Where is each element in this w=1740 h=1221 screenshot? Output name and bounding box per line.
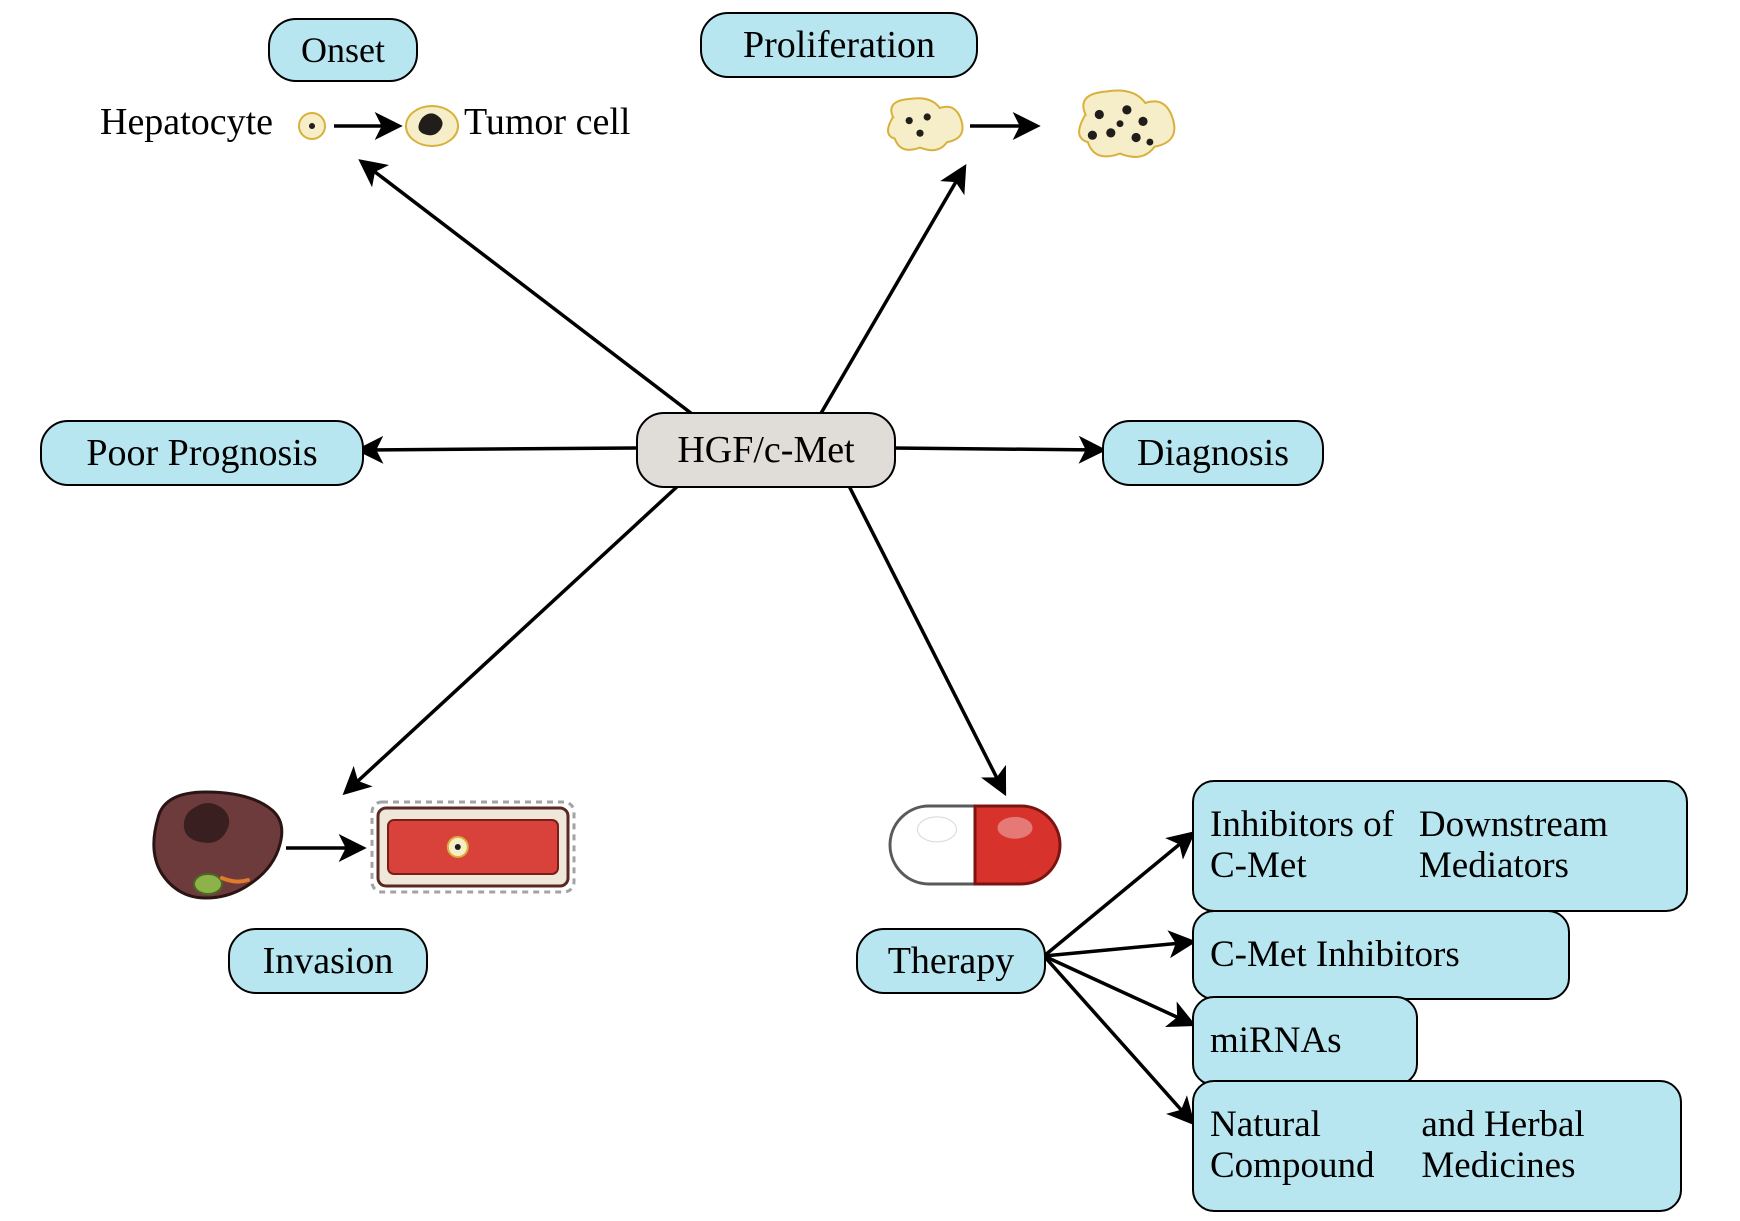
label-hepatocyte: Hepatocyte [100, 100, 273, 144]
therapy-sub-1: Inhibitors of C-MetDownstream Mediators [1192, 780, 1688, 912]
node-onset: Onset [268, 18, 418, 82]
node-therapy-label: Therapy [888, 939, 1015, 983]
center-label: HGF/c-Met [677, 428, 854, 472]
therapy-sub-3: miRNAs [1192, 996, 1418, 1086]
node-proliferation-label: Proliferation [743, 23, 935, 67]
node-poor-label: Poor Prognosis [86, 431, 317, 475]
node-diagnosis-label: Diagnosis [1137, 431, 1289, 475]
node-invasion-label: Invasion [263, 939, 394, 983]
diagram-stage: HGF/c-Met Onset Proliferation Poor Progn… [0, 0, 1740, 1221]
arrows-layer [0, 0, 1740, 1221]
node-proliferation: Proliferation [700, 12, 978, 78]
node-diagnosis: Diagnosis [1102, 420, 1324, 486]
therapy-sub-line: Downstream Mediators [1419, 805, 1670, 886]
node-invasion: Invasion [228, 928, 428, 994]
therapy-sub-line: and Herbal Medicines [1421, 1105, 1664, 1186]
label-tumor-cell: Tumor cell [464, 100, 630, 144]
node-therapy: Therapy [856, 928, 1046, 994]
therapy-sub-line: Natural Compound [1210, 1105, 1421, 1186]
center-node: HGF/c-Met [636, 412, 896, 488]
therapy-sub-4: Natural Compoundand Herbal Medicines [1192, 1080, 1682, 1212]
node-poor-prognosis: Poor Prognosis [40, 420, 364, 486]
node-onset-label: Onset [301, 29, 385, 71]
therapy-sub-2: C-Met Inhibitors [1192, 910, 1570, 1000]
therapy-sub-line: miRNAs [1210, 1021, 1342, 1062]
therapy-sub-line: Inhibitors of C-Met [1210, 805, 1419, 886]
therapy-sub-line: C-Met Inhibitors [1210, 935, 1460, 976]
